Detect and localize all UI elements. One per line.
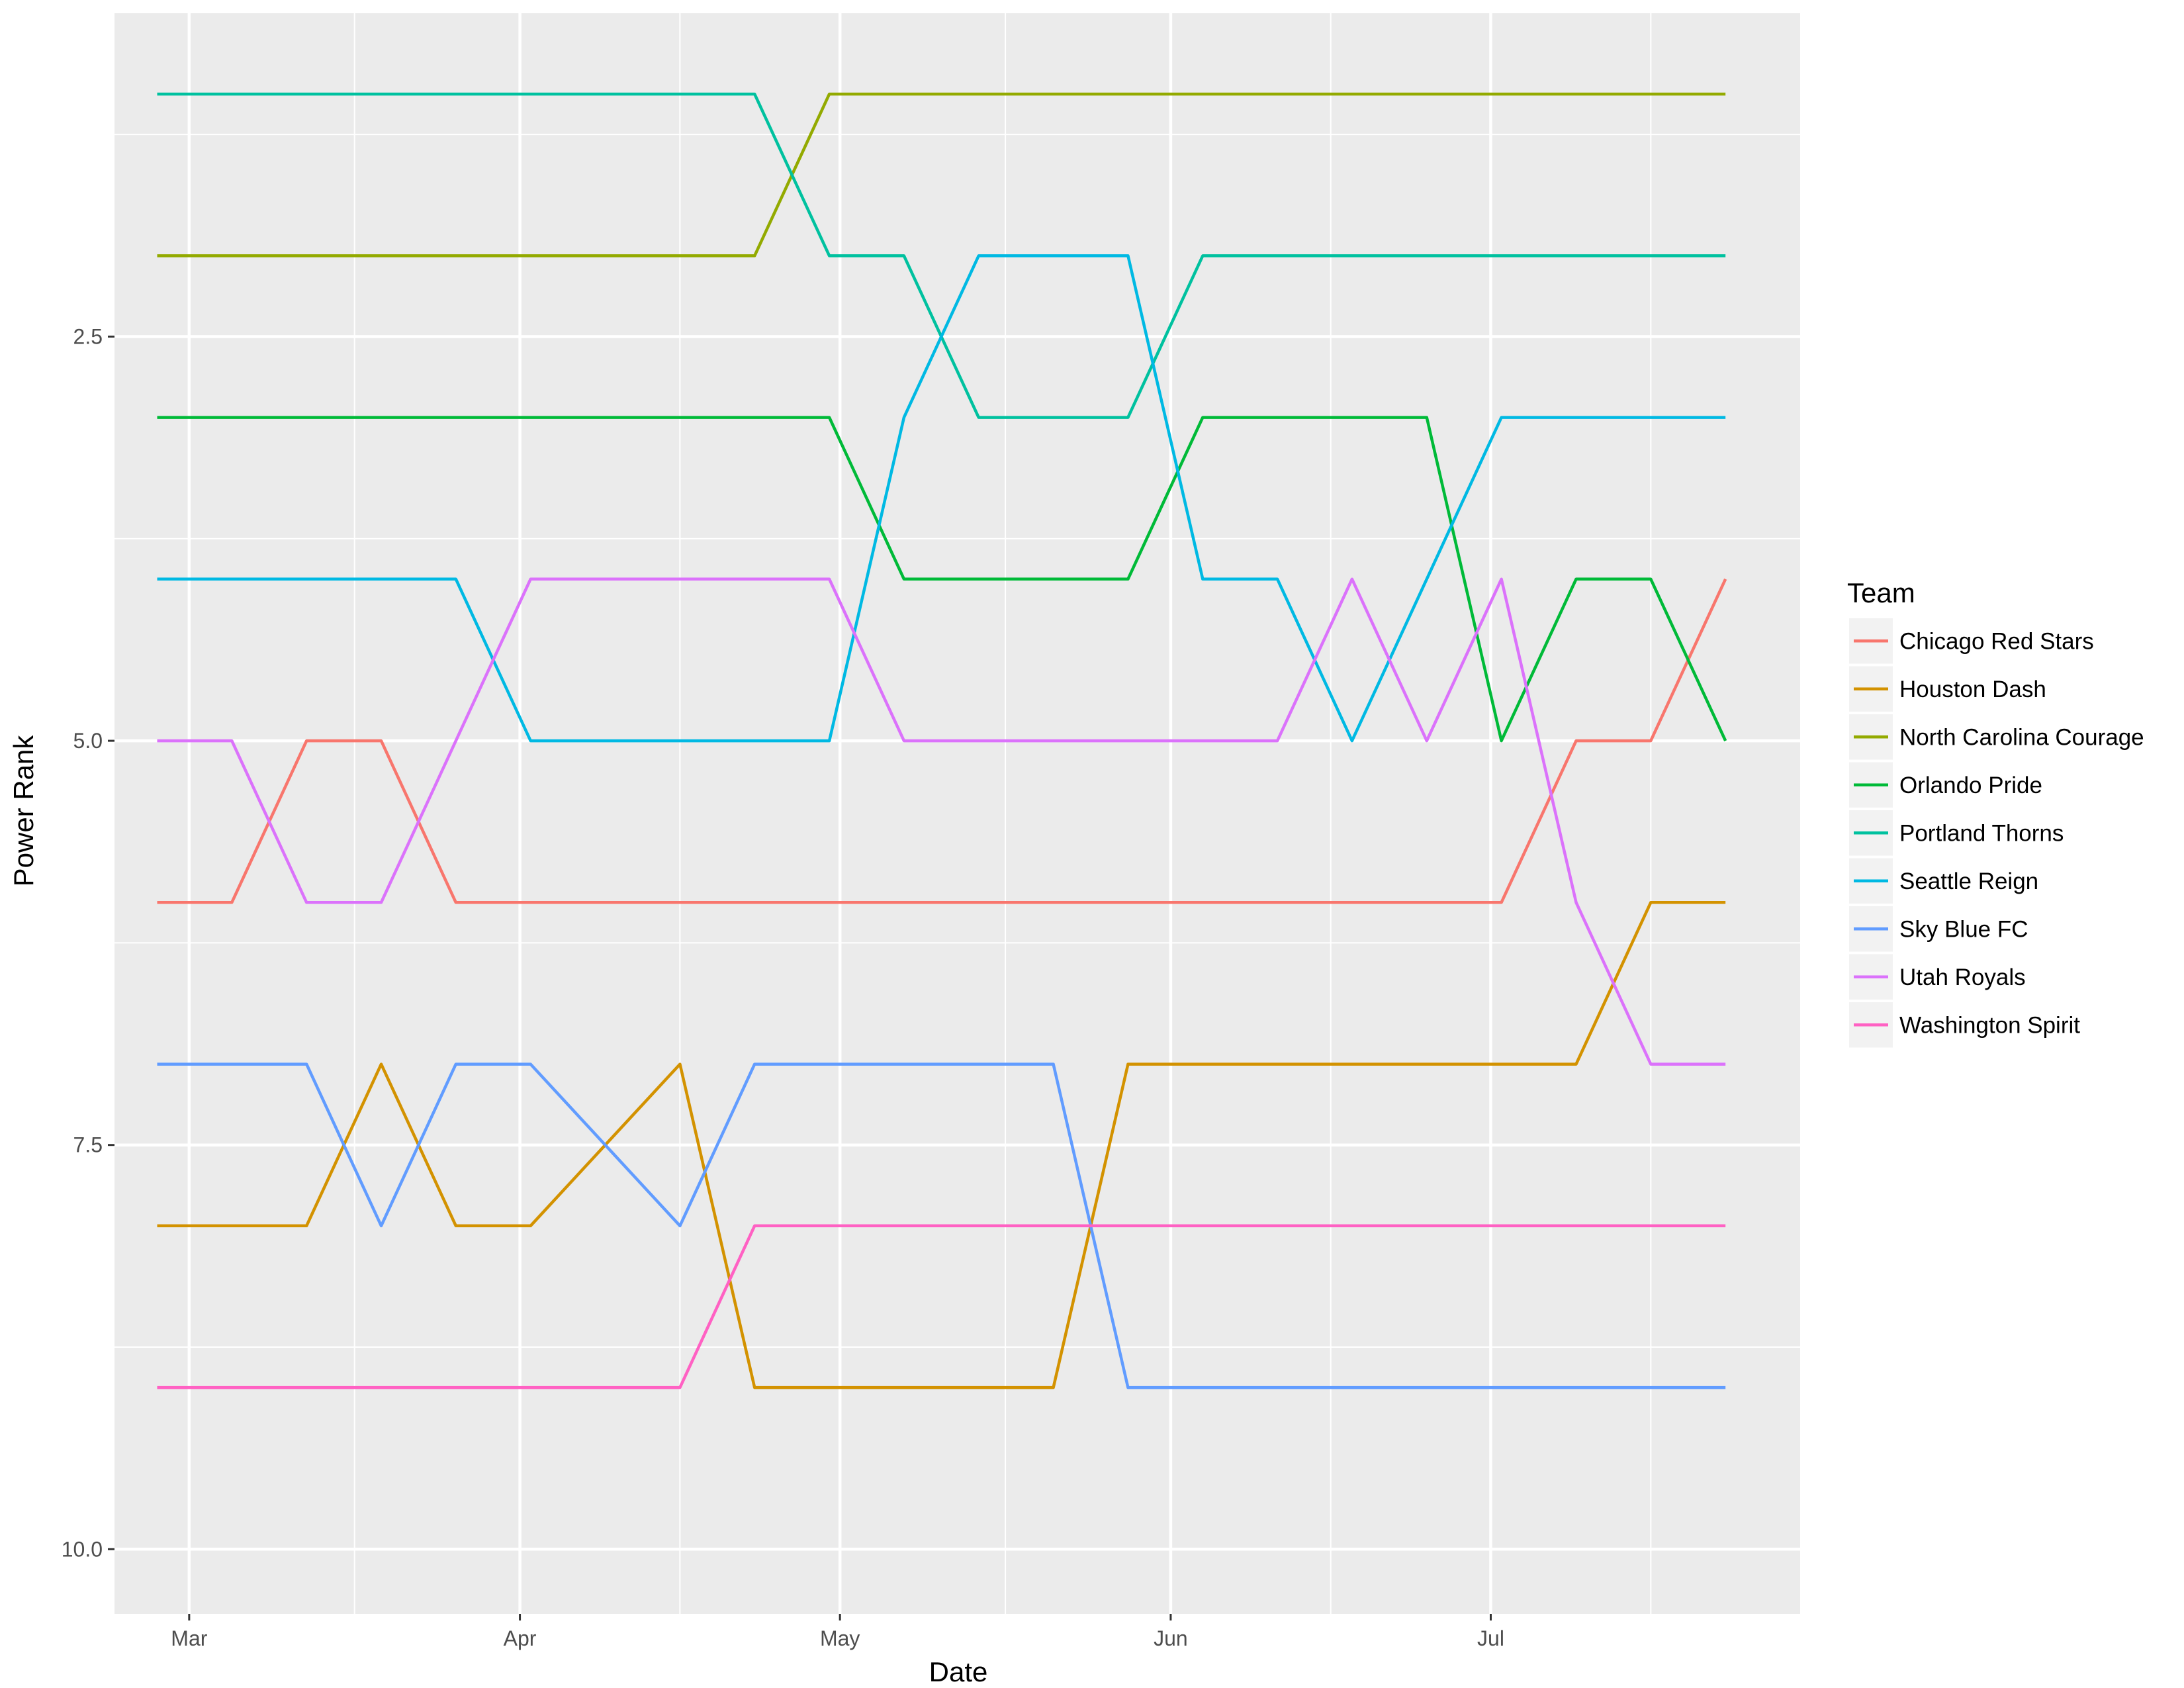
legend-label: Houston Dash bbox=[1899, 677, 2046, 702]
x-axis-title: Date bbox=[929, 1656, 988, 1687]
minor-gridlines bbox=[114, 13, 1800, 1614]
y-axis: 2.5 5.0 7.5 10.0 bbox=[62, 324, 114, 1561]
series-line-seattle-reign bbox=[157, 254, 1726, 743]
legend-label: Washington Spirit bbox=[1899, 1012, 2080, 1038]
series-line-utah-royals bbox=[157, 577, 1726, 1066]
x-tick-label: May bbox=[820, 1626, 860, 1650]
x-axis: Mar Apr May Jun Jul bbox=[171, 1614, 1504, 1650]
x-tick-label: Jun bbox=[1154, 1626, 1188, 1650]
series-line-orlando-pride bbox=[157, 416, 1727, 743]
series-line-washington-spirit bbox=[157, 1224, 1726, 1389]
legend-label: Chicago Red Stars bbox=[1899, 628, 2094, 654]
legend-label: North Carolina Courage bbox=[1899, 724, 2144, 750]
y-tick-label: 7.5 bbox=[73, 1133, 103, 1157]
legend-label: Portland Thorns bbox=[1899, 820, 2064, 846]
y-axis-title: Power Rank bbox=[8, 735, 39, 887]
plot-panel bbox=[114, 13, 1800, 1614]
series-line-sky-blue-fc bbox=[157, 1062, 1726, 1389]
y-tick-label: 2.5 bbox=[73, 324, 103, 348]
series-lines bbox=[157, 92, 1727, 1389]
y-tick-label: 5.0 bbox=[73, 729, 103, 753]
legend-label: Seattle Reign bbox=[1899, 868, 2038, 894]
x-tick-label: Apr bbox=[504, 1626, 537, 1650]
legend: Team Chicago Red Stars Houston Dash North … bbox=[1847, 577, 2144, 1048]
legend-title: Team bbox=[1847, 577, 1915, 608]
y-tick-label: 10.0 bbox=[62, 1537, 103, 1561]
legend-label: Orlando Pride bbox=[1899, 773, 2042, 798]
legend-label: Sky Blue FC bbox=[1899, 916, 2028, 942]
legend-label: Utah Royals bbox=[1899, 964, 2026, 990]
x-tick-label: Jul bbox=[1477, 1626, 1504, 1650]
x-tick-label: Mar bbox=[171, 1626, 207, 1650]
series-line-north-carolina-courage bbox=[157, 92, 1726, 258]
